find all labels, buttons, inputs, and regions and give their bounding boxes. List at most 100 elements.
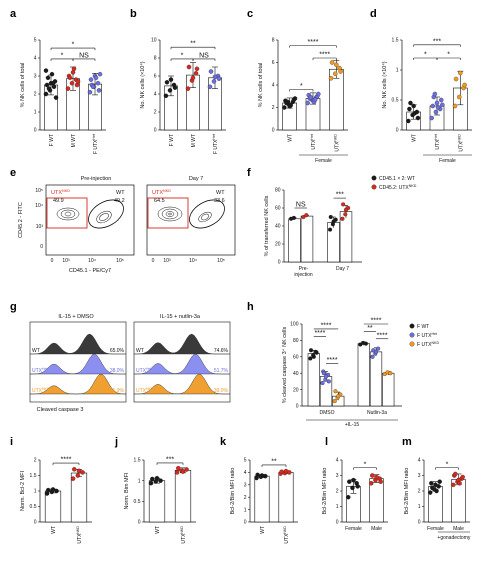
- panel-label-d: d: [370, 8, 377, 20]
- data-point: [326, 379, 331, 384]
- sig-label: **: [367, 325, 373, 332]
- x-tick-label-sup: NKD: [457, 134, 461, 142]
- bar: [254, 475, 270, 523]
- x-tick-label: Male: [371, 526, 382, 532]
- chart-i: 0 0.5 1 1.5 2 Norm. Bcl-2 MFI WT UTXNKD ****: [20, 457, 92, 544]
- chart-m: 0 1 2 3 4 Bcl-2/Bim MFI ratio Female Male * +gona…: [404, 458, 471, 541]
- x-tick-label-main: WT: [412, 134, 418, 142]
- data-point: [453, 76, 459, 82]
- data-point: [69, 80, 75, 86]
- histogram-dmso: [30, 353, 126, 375]
- legend-label-main: F UTX: [417, 342, 432, 348]
- data-point: [378, 479, 383, 484]
- y-tick-label: 0: [296, 404, 299, 410]
- flow-pre-utx-gate: [46, 197, 88, 229]
- panel-label-c: c: [247, 8, 253, 20]
- x-tick-label: F UTXHet: [92, 134, 99, 154]
- flow-ytick: 10⁵: [35, 188, 43, 194]
- data-point: [43, 68, 49, 73]
- x-tick-label: UTXHet: [310, 134, 317, 150]
- data-point: [65, 86, 71, 91]
- y-tick-label: 2: [34, 92, 37, 98]
- y-tick-label: 3: [336, 473, 339, 479]
- flow-ytick: 0: [40, 244, 43, 250]
- x-tick-label: M WT: [191, 134, 197, 147]
- y-tick-label: 8: [154, 56, 157, 62]
- data-point: [439, 97, 444, 103]
- hist-pct-nutlin-het: 51.7%: [214, 368, 229, 374]
- legend-label: F WT: [417, 324, 429, 330]
- data-point: [434, 488, 439, 494]
- y-tick-label: 0.5: [392, 98, 399, 104]
- sig-label: NS: [79, 52, 89, 59]
- legend-label-main: F WT: [417, 324, 429, 330]
- data-point: [172, 85, 178, 90]
- data-point: [440, 102, 445, 108]
- panel-label-i: i: [10, 436, 13, 448]
- y-tick-label: 40: [293, 371, 299, 377]
- y-tick-label: 100: [290, 322, 299, 328]
- chart-h: 0 20 40 60 80 100% cleaved caspase 3⁺ NK cell…: [281, 318, 439, 429]
- sig-label: NS: [199, 52, 209, 59]
- data-point: [292, 96, 298, 101]
- bar: [278, 472, 294, 523]
- hist-dmso-frame: [29, 321, 127, 403]
- y-tick-label: 4: [34, 56, 37, 62]
- sig-label: *: [181, 52, 184, 59]
- legend-label: CD45.1 × 2: WT: [379, 176, 415, 182]
- data-point: [346, 494, 351, 500]
- data-point: [212, 74, 218, 80]
- data-point: [283, 468, 289, 474]
- flow-xtick: 10⁴: [189, 258, 197, 264]
- y-tick-label: 0: [154, 128, 157, 134]
- panel-label-e: e: [10, 167, 16, 179]
- sig-label: *: [424, 52, 427, 59]
- data-point: [328, 214, 333, 220]
- legend-label-sup: Het: [431, 332, 437, 336]
- data-point: [150, 476, 155, 482]
- data-point: [329, 60, 335, 65]
- x-tick-label-sup: NKD: [283, 526, 287, 534]
- y-tick-label: 2: [34, 458, 37, 464]
- x-tick-label: UTXNKD: [283, 526, 290, 544]
- x-tick-label: F UTXHet: [212, 134, 219, 154]
- panel-label-k: k: [220, 436, 227, 448]
- x-tick-label: UTXNKD: [180, 526, 187, 544]
- sig-label: ***: [336, 192, 344, 199]
- sig-label: *: [364, 461, 367, 468]
- y-axis-label: Norm. Bcl-2 MFI: [20, 471, 26, 512]
- panel-label-m: m: [402, 436, 412, 448]
- hist-pct-nutlin-wt: 74.6%: [214, 348, 229, 354]
- data-point: [388, 371, 393, 376]
- data-point: [407, 106, 412, 112]
- flow-day7-utx-gate: [147, 197, 189, 229]
- data-point: [340, 216, 345, 221]
- x-tick-label: injection: [294, 272, 313, 278]
- data-point: [430, 485, 435, 491]
- legend-label: F UTXNKD: [417, 341, 439, 348]
- data-point: [460, 474, 465, 480]
- hist-row-label-het: UTXHet: [32, 367, 47, 374]
- hist-row-label-het-2: UTXHet: [136, 367, 151, 374]
- data-point: [190, 75, 196, 81]
- x-tick-label: Day 7: [336, 266, 349, 272]
- y-tick-label: 1: [396, 68, 399, 74]
- data-point: [437, 479, 442, 484]
- data-point: [304, 213, 309, 218]
- data-point: [376, 346, 381, 351]
- y-tick-label: 2: [418, 489, 421, 495]
- y-tick-label: 20: [293, 387, 299, 393]
- y-tick-label: 10: [151, 38, 157, 44]
- legend-label-sup: NKD: [431, 341, 439, 345]
- y-axis-label: % of transferred NK cells: [264, 195, 270, 256]
- y-tick-label: 60: [275, 206, 281, 212]
- data-point: [285, 99, 290, 105]
- y-tick-label: 1.5: [134, 458, 141, 464]
- data-point: [211, 79, 217, 84]
- x-tick-label: UTXNKD: [333, 134, 340, 152]
- data-point: [432, 91, 438, 97]
- y-tick-label: 6: [272, 60, 275, 66]
- legend-label-sup: NKD: [409, 184, 417, 188]
